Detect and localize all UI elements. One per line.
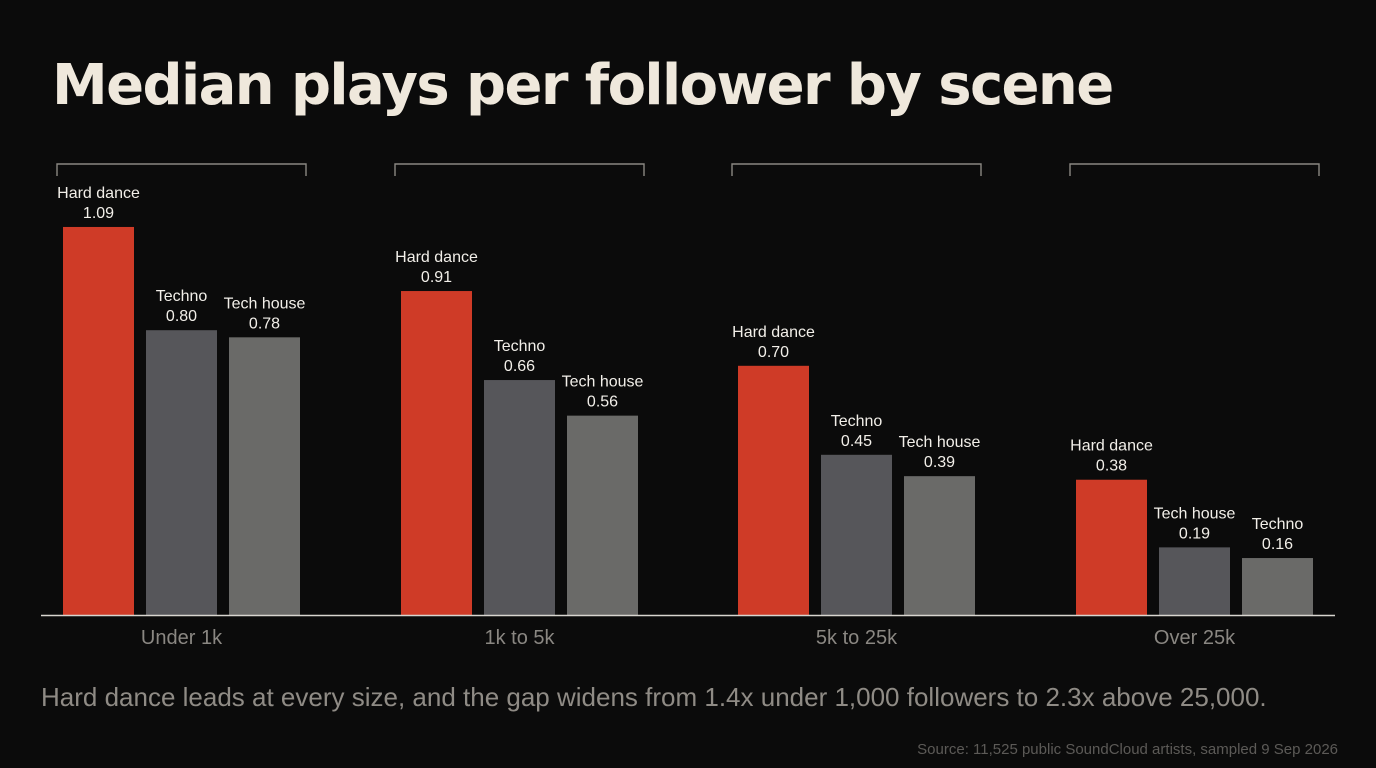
series-label-under-1k-tech-house: Tech house — [224, 295, 306, 312]
data-label-over-25k-techno: 0.16 — [1262, 536, 1293, 553]
chart-subtitle: Hard dance leads at every size, and the … — [41, 682, 1267, 712]
bar-under-1k-tech-house — [229, 337, 300, 615]
data-label-under-1k-techno: 0.80 — [166, 308, 197, 325]
series-label-1k-to-5k-techno: Techno — [494, 338, 546, 355]
bar-5k-to-25k-tech-house — [904, 476, 975, 615]
series-label-over-25k-tech-house: Tech house — [1154, 505, 1236, 522]
bar-5k-to-25k-techno — [821, 454, 892, 615]
data-label-1k-to-5k-techno: 0.66 — [504, 358, 535, 375]
data-label-over-25k-hard-dance: 0.38 — [1096, 458, 1127, 475]
bar-1k-to-5k-hard-dance — [401, 291, 472, 615]
group-brackets — [56, 163, 1320, 176]
data-label-1k-to-5k-tech-house: 0.56 — [587, 394, 618, 411]
series-label-5k-to-25k-tech-house: Tech house — [899, 434, 981, 451]
group-bracket-under-1k — [56, 163, 307, 176]
data-label-under-1k-tech-house: 0.78 — [249, 315, 280, 332]
bars-layer — [63, 226, 1313, 615]
category-label-over-25k: Over 25k — [1154, 627, 1236, 649]
category-labels-layer: Under 1k 1k to 5k 5k to 25k Over 25k — [141, 627, 1236, 649]
data-label-5k-to-25k-tech-house: 0.39 — [924, 454, 955, 471]
source-note: Source: 11,525 public SoundCloud artists… — [917, 741, 1338, 758]
category-label-under-1k: Under 1k — [141, 627, 223, 649]
data-label-1k-to-5k-hard-dance: 0.91 — [421, 269, 452, 286]
series-label-over-25k-hard-dance: Hard dance — [1070, 438, 1153, 455]
category-label-1k-to-5k: 1k to 5k — [484, 627, 555, 649]
category-label-5k-to-25k: 5k to 25k — [816, 627, 898, 649]
series-label-under-1k-techno: Techno — [156, 288, 208, 305]
bar-1k-to-5k-techno — [484, 380, 555, 615]
data-label-5k-to-25k-hard-dance: 0.70 — [758, 344, 789, 361]
bar-under-1k-hard-dance — [63, 226, 134, 615]
series-label-under-1k-hard-dance: Hard dance — [57, 185, 140, 202]
chart-title: Median plays per follower by scene — [52, 53, 1114, 118]
data-label-over-25k-tech-house: 0.19 — [1179, 525, 1210, 542]
data-label-5k-to-25k-techno: 0.45 — [841, 433, 872, 450]
bar-over-25k-tech-house — [1159, 547, 1230, 615]
series-label-5k-to-25k-hard-dance: Hard dance — [732, 324, 815, 341]
bar-labels-layer: Hard dance 1.09 Techno 0.80 Tech house 0.78 Ha… — [57, 185, 1303, 553]
group-bracket-5k-to-25k — [731, 163, 982, 176]
bar-under-1k-techno — [146, 330, 217, 615]
data-label-under-1k-hard-dance: 1.09 — [83, 205, 114, 222]
series-label-1k-to-5k-tech-house: Tech house — [562, 374, 644, 391]
group-bracket-1k-to-5k — [394, 163, 645, 176]
bar-5k-to-25k-hard-dance — [738, 365, 809, 615]
series-label-1k-to-5k-hard-dance: Hard dance — [395, 249, 478, 266]
series-label-5k-to-25k-techno: Techno — [831, 413, 883, 430]
bar-1k-to-5k-tech-house — [567, 415, 638, 615]
series-label-over-25k-techno: Techno — [1252, 516, 1304, 533]
group-bracket-over-25k — [1069, 163, 1320, 176]
bar-over-25k-techno — [1242, 558, 1313, 615]
bar-over-25k-hard-dance — [1076, 479, 1147, 615]
